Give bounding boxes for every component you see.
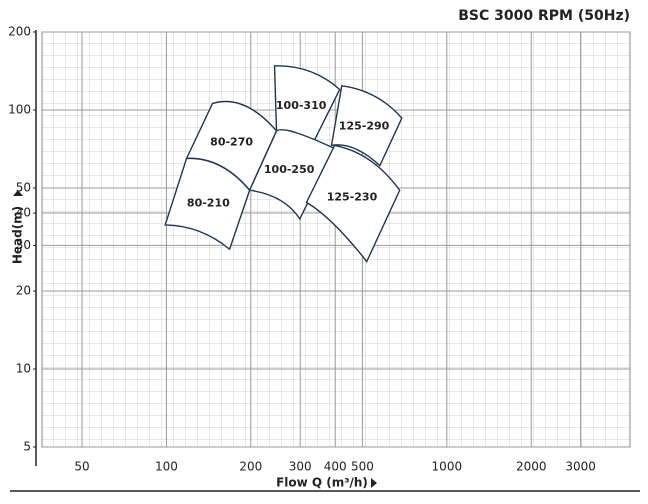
region (305, 144, 401, 263)
y-tick-label: 5 (23, 440, 31, 454)
x-tick-label: 200 (239, 460, 262, 474)
region-label: 100-310 (276, 99, 327, 112)
region (330, 84, 403, 167)
region-label: 80-270 (210, 135, 253, 148)
region-label: 125-290 (339, 120, 390, 133)
region-label: 125-230 (327, 190, 378, 203)
y-tick-label: 40 (16, 206, 31, 220)
region (248, 129, 336, 221)
x-tick-label: 500 (351, 460, 374, 474)
x-arrow (371, 478, 377, 488)
plot-grid (41, 31, 631, 448)
x-tick-label: 2000 (516, 460, 547, 474)
x-tick-label: 50 (74, 460, 89, 474)
y-arrow (13, 190, 23, 196)
x-tick-label: 3000 (565, 460, 596, 474)
region-label: 80-210 (187, 196, 230, 209)
y-tick-label: 30 (16, 238, 31, 252)
y-tick-label: 50 (16, 180, 31, 194)
y-tick-label: 20 (16, 284, 31, 298)
y-axis-label: Head(m) (11, 206, 25, 264)
x-tick-label: 1000 (432, 460, 463, 474)
x-tick-label: 100 (155, 460, 178, 474)
y-tick-label: 200 (8, 25, 31, 39)
y-tick-label: 100 (8, 102, 31, 116)
x-tick-label: 400 (324, 460, 347, 474)
region (164, 157, 251, 251)
chart-title: BSC 3000 RPM (50Hz) (458, 8, 630, 24)
y-tick-label: 10 (16, 362, 31, 376)
x-axis-label: Flow Q (m³/h) (276, 476, 368, 490)
region-label: 100-250 (264, 163, 315, 176)
x-tick-label: 300 (289, 460, 312, 474)
